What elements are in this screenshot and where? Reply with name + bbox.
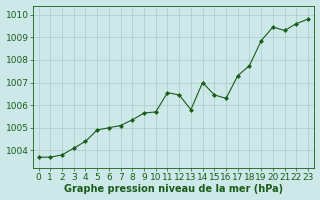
- X-axis label: Graphe pression niveau de la mer (hPa): Graphe pression niveau de la mer (hPa): [64, 184, 283, 194]
